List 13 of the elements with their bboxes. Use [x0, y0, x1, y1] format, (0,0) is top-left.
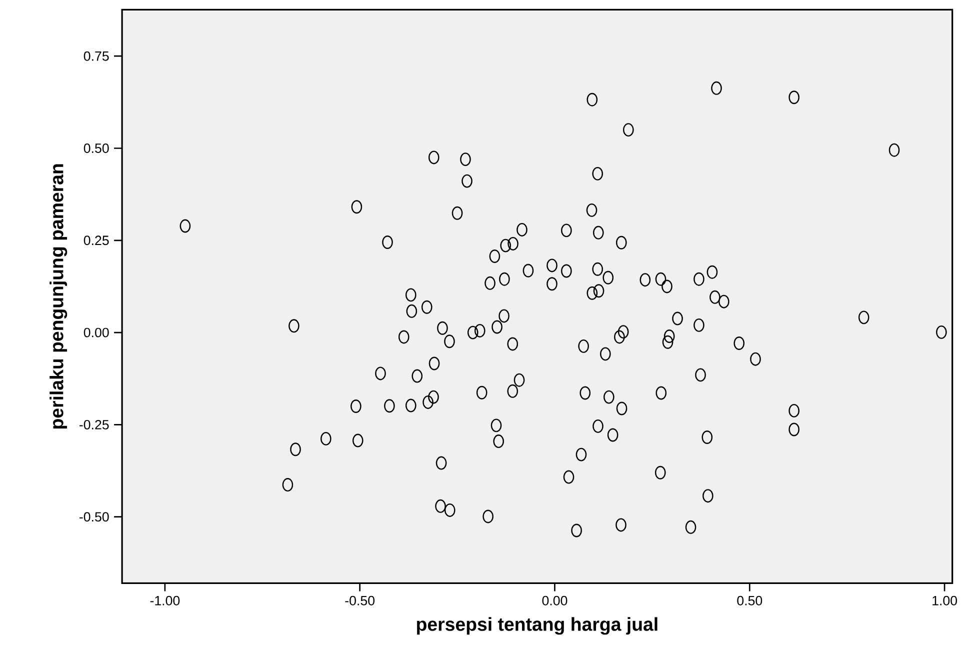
y-tick-label: 0.00 [84, 328, 109, 338]
x-axis-title: persepsi tentang harga jual [417, 617, 658, 635]
x-tick-label: 0.50 [737, 596, 762, 606]
x-tick-label: -1.00 [150, 596, 180, 606]
y-tick-label: 0.25 [84, 236, 109, 246]
y-axis-title: perilaku pengunjung pameran [50, 164, 68, 428]
x-tick-label: -0.50 [345, 596, 375, 606]
y-tick-label: -0.25 [80, 420, 109, 430]
y-tick-label: 0.75 [84, 51, 109, 61]
x-tick-label: 1.00 [932, 596, 957, 606]
x-tick-label: 0.00 [542, 596, 568, 606]
y-tick-label: 0.50 [84, 143, 109, 153]
y-tick-label: -0.50 [80, 512, 109, 522]
